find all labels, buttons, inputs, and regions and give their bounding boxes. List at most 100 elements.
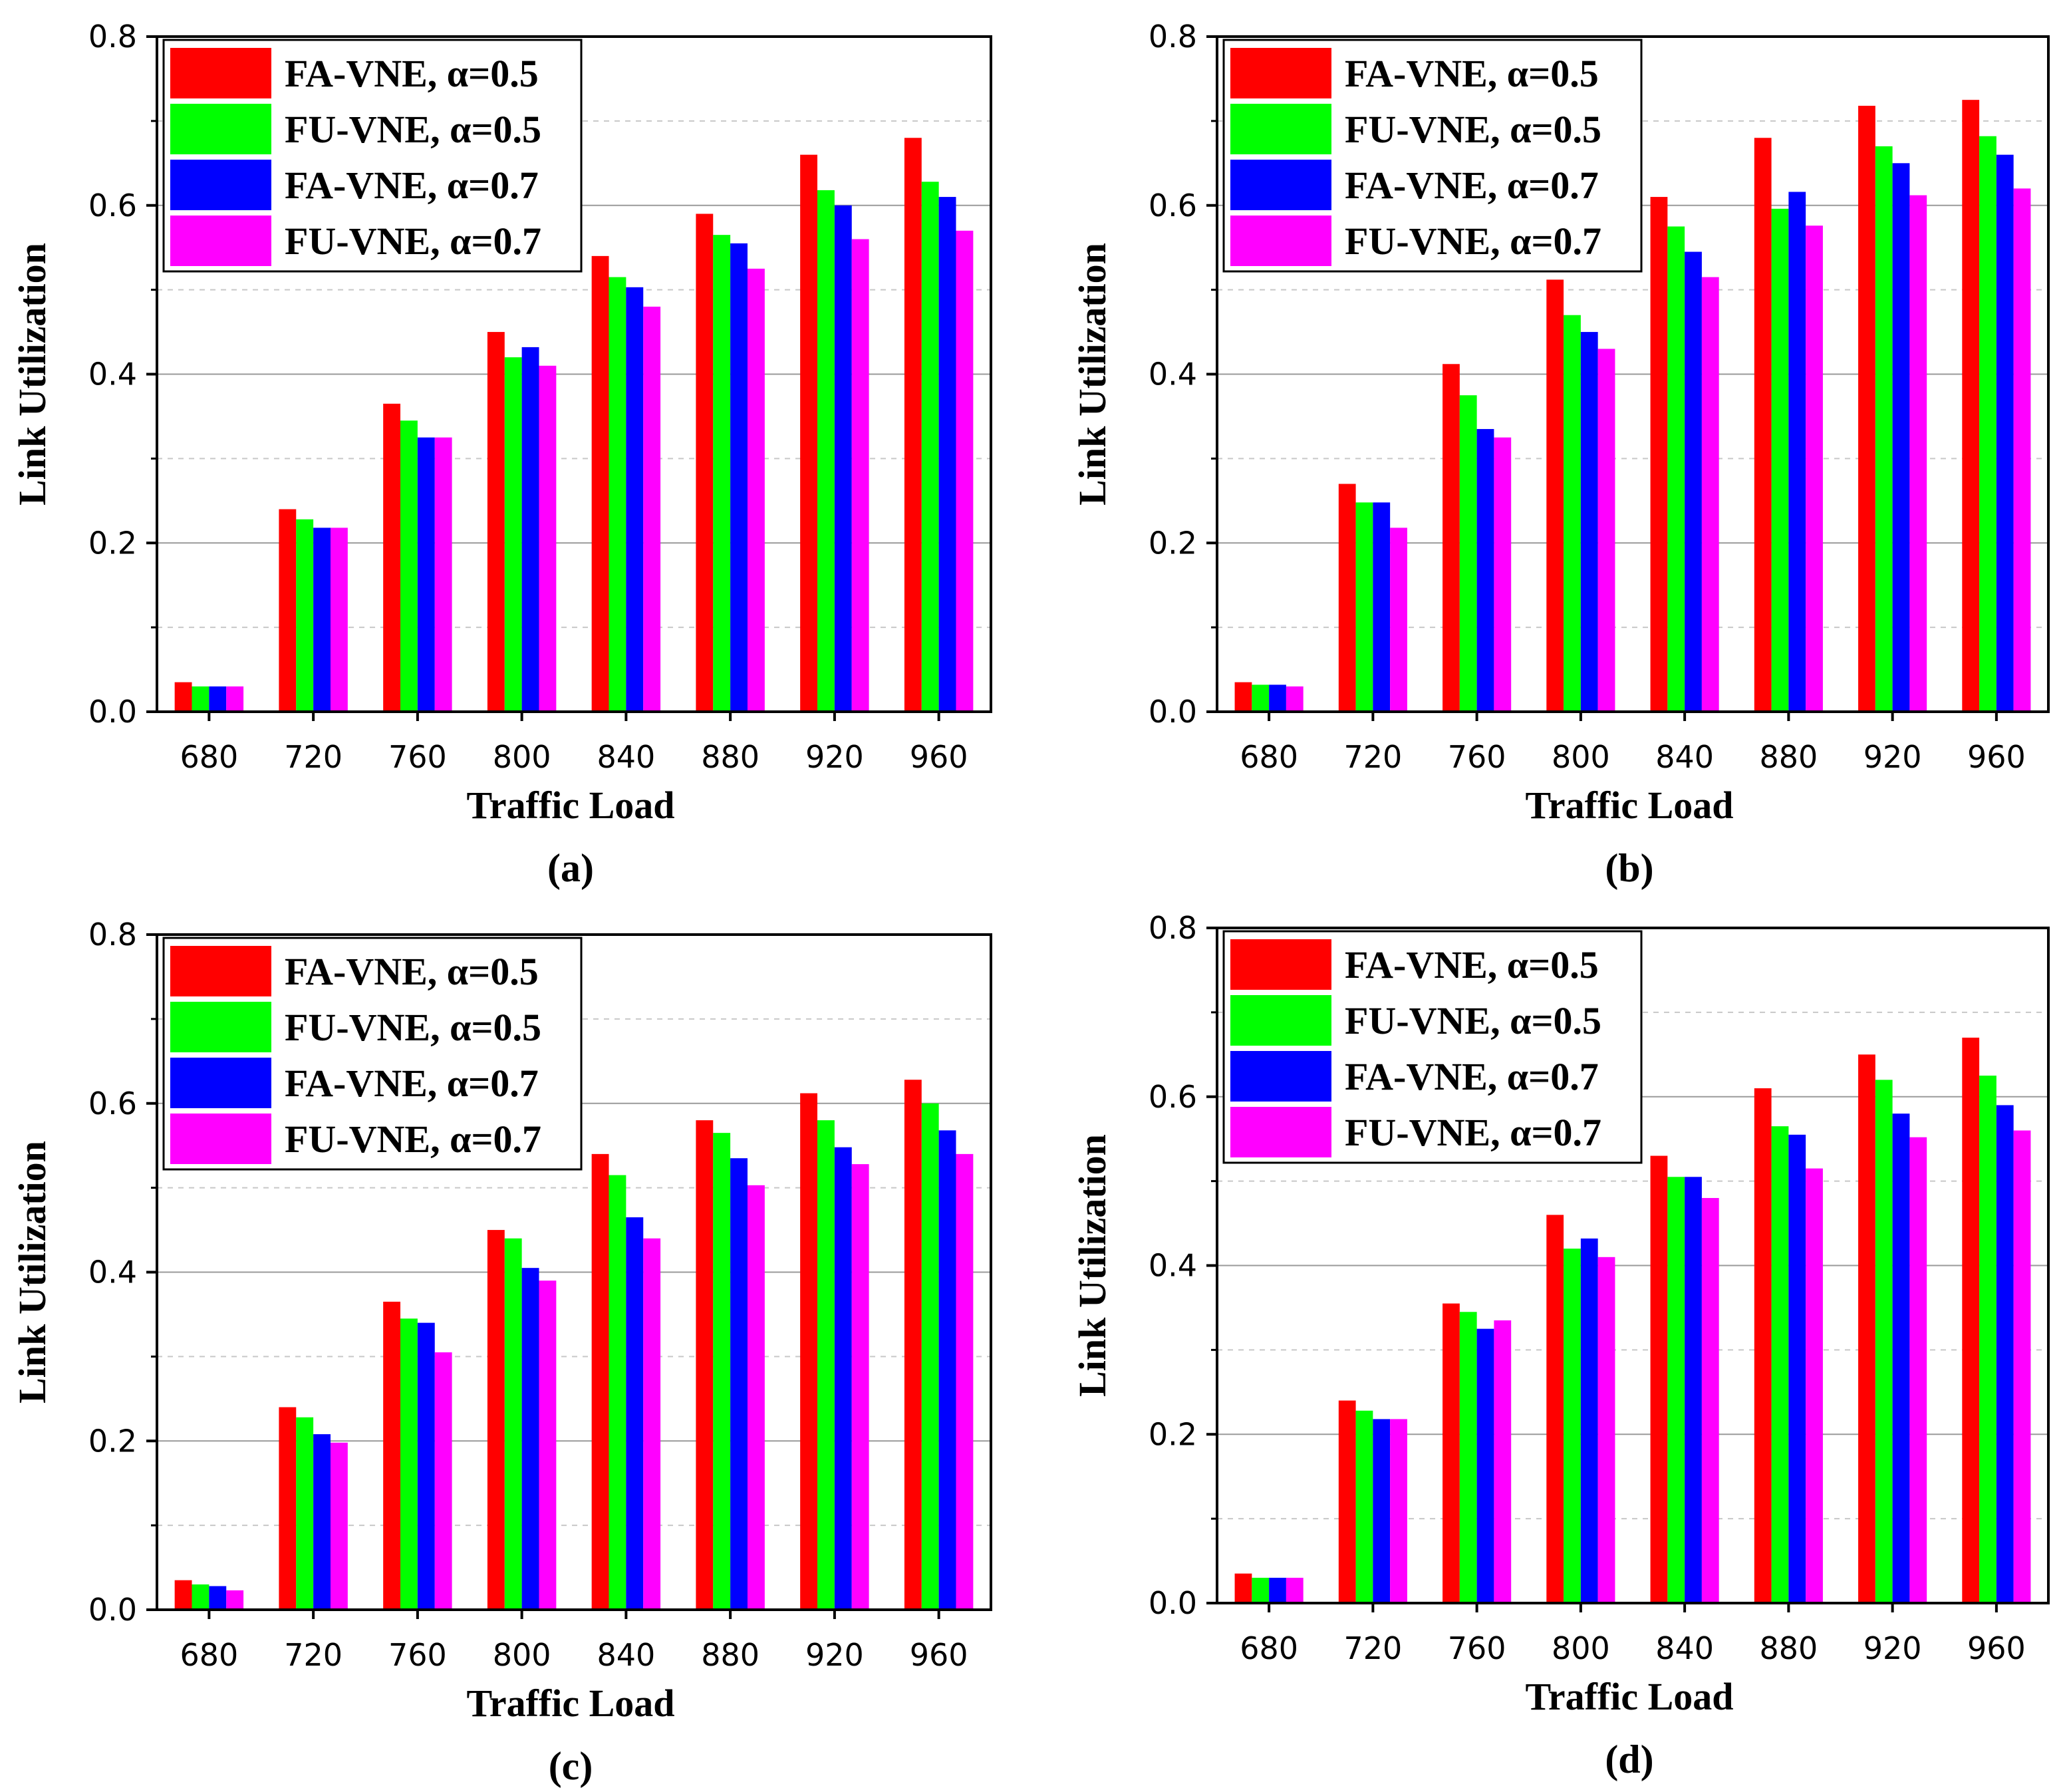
bar-fu-vne-0-7-680 (226, 1590, 244, 1610)
x-tick-label: 880 (1759, 1630, 1818, 1666)
bar-fa-vne-0-7-800 (1580, 1238, 1598, 1603)
x-tick-label: 720 (284, 739, 343, 775)
bar-fa-vne-0-5-800 (1546, 1215, 1564, 1603)
legend-swatch (170, 104, 271, 154)
y-axis-title: Link Utilization (1071, 243, 1114, 506)
y-tick-label: 0.8 (1149, 910, 1197, 946)
bar-fu-vne-0-5-840 (609, 1175, 626, 1610)
bar-fa-vne-0-7-720 (313, 527, 331, 712)
y-tick-label: 0.6 (1149, 188, 1197, 224)
bar-fu-vne-0-5-720 (296, 519, 314, 712)
legend-label: FA-VNE, α=0.5 (1345, 943, 1599, 986)
bar-fa-vne-0-7-960 (1996, 1105, 2014, 1603)
bar-fu-vne-0-7-880 (1806, 225, 1823, 712)
panel-label: (a) (547, 846, 594, 890)
bar-fu-vne-0-7-840 (1701, 277, 1719, 712)
bar-fa-vne-0-7-840 (1685, 251, 1702, 712)
bar-fa-vne-0-5-680 (1234, 1573, 1252, 1603)
bar-fa-vne-0-7-760 (417, 1322, 435, 1610)
bar-fa-vne-0-5-720 (1338, 1400, 1356, 1603)
bar-fu-vne-0-5-680 (192, 686, 209, 712)
bar-fa-vne-0-7-800 (521, 1268, 539, 1610)
bar-fu-vne-0-5-800 (504, 357, 522, 712)
legend-label: FA-VNE, α=0.5 (285, 950, 539, 993)
bar-fa-vne-0-5-800 (487, 332, 505, 712)
bar-fa-vne-0-5-760 (383, 1301, 401, 1610)
bar-fa-vne-0-7-760 (1476, 1328, 1494, 1603)
x-tick-label: 760 (1448, 739, 1506, 775)
bar-fu-vne-0-5-880 (1771, 1126, 1789, 1603)
legend-swatch (170, 216, 271, 266)
x-tick-label: 960 (910, 1637, 968, 1673)
bar-fu-vne-0-7-920 (851, 239, 869, 712)
legend-label: FU-VNE, α=0.7 (1345, 220, 1601, 263)
x-axis-title: Traffic Load (1525, 1675, 1733, 1718)
bar-fa-vne-0-5-720 (279, 509, 297, 712)
x-tick-label: 920 (1863, 1630, 1922, 1666)
bar-fa-vne-0-5-760 (383, 403, 401, 712)
x-tick-label: 680 (180, 739, 238, 775)
bar-fu-vne-0-7-960 (956, 1153, 974, 1610)
x-axis-title: Traffic Load (466, 784, 674, 827)
bar-fa-vne-0-5-880 (1754, 138, 1772, 712)
legend-swatch (1230, 216, 1331, 266)
bar-fa-vne-0-7-720 (1373, 1419, 1391, 1603)
chart-panel-2: 0.0 0.2 0.4 0.6 0.8 680 720 760 800 840 880 920 960 T… (11, 917, 992, 1788)
bar-fa-vne-0-7-800 (521, 347, 539, 712)
bar-fa-vne-0-5-920 (800, 1093, 818, 1610)
y-tick-label: 0.6 (1149, 1079, 1197, 1115)
x-tick-label: 920 (805, 739, 864, 775)
legend-label: FU-VNE, α=0.5 (285, 108, 541, 151)
bar-fu-vne-0-7-920 (1909, 195, 1927, 712)
bar-fu-vne-0-7-880 (1806, 1168, 1823, 1603)
bar-fa-vne-0-5-840 (1650, 1155, 1668, 1603)
bar-fa-vne-0-7-960 (1996, 154, 2014, 712)
bar-fa-vne-0-5-920 (1858, 106, 1875, 712)
bar-fa-vne-0-7-840 (626, 287, 644, 712)
bar-fa-vne-0-7-800 (1580, 332, 1598, 712)
x-tick-label: 800 (493, 739, 551, 775)
legend-swatch (1230, 939, 1331, 990)
x-tick-label: 720 (1343, 739, 1402, 775)
x-tick-label: 880 (1759, 739, 1818, 775)
y-tick-label: 0.2 (88, 525, 137, 561)
legend-swatch (1230, 48, 1331, 98)
bar-fa-vne-0-7-880 (1788, 1134, 1806, 1603)
bar-fa-vne-0-5-720 (1338, 484, 1356, 712)
legend-swatch (170, 1002, 271, 1052)
bar-fu-vne-0-5-960 (1979, 136, 1996, 712)
chart-panel-1: 0.0 0.2 0.4 0.6 0.8 680 720 760 800 840 880 920 960 T… (1071, 19, 2050, 890)
bar-fu-vne-0-7-800 (1597, 349, 1615, 712)
legend-swatch (1230, 160, 1331, 210)
bar-fu-vne-0-5-680 (1252, 684, 1270, 712)
bar-fa-vne-0-7-880 (730, 243, 748, 712)
bar-fu-vne-0-5-760 (400, 1318, 418, 1610)
y-tick-label: 0.0 (1149, 694, 1197, 730)
bar-fu-vne-0-7-720 (330, 527, 348, 712)
bar-fa-vne-0-5-800 (1546, 279, 1564, 712)
bar-fu-vne-0-5-720 (1355, 502, 1373, 712)
x-tick-label: 680 (180, 1637, 238, 1673)
x-tick-label: 800 (1552, 1630, 1610, 1666)
bar-fa-vne-0-5-960 (1962, 100, 1980, 712)
bar-fu-vne-0-7-840 (1701, 1198, 1719, 1603)
bar-fa-vne-0-7-840 (626, 1217, 644, 1610)
bar-fa-vne-0-5-880 (696, 1120, 714, 1610)
panel-label: (c) (549, 1744, 593, 1788)
x-tick-label: 880 (701, 1637, 759, 1673)
bar-fu-vne-0-5-800 (1564, 1249, 1581, 1603)
legend-label: FU-VNE, α=0.5 (1345, 999, 1601, 1042)
y-axis-title: Link Utilization (1071, 1134, 1114, 1397)
bar-fu-vne-0-5-680 (1252, 1577, 1270, 1603)
bar-fa-vne-0-7-680 (1269, 1577, 1286, 1603)
y-tick-label: 0.6 (88, 188, 137, 224)
bar-fa-vne-0-7-920 (834, 205, 852, 712)
bar-fu-vne-0-5-800 (504, 1238, 522, 1610)
bar-fu-vne-0-5-920 (817, 1120, 835, 1610)
x-tick-label: 680 (1240, 1630, 1298, 1666)
bar-fa-vne-0-5-920 (1858, 1054, 1875, 1603)
y-tick-label: 0.6 (88, 1086, 137, 1121)
y-tick-label: 0.2 (1149, 1416, 1197, 1452)
x-tick-label: 920 (1863, 739, 1922, 775)
